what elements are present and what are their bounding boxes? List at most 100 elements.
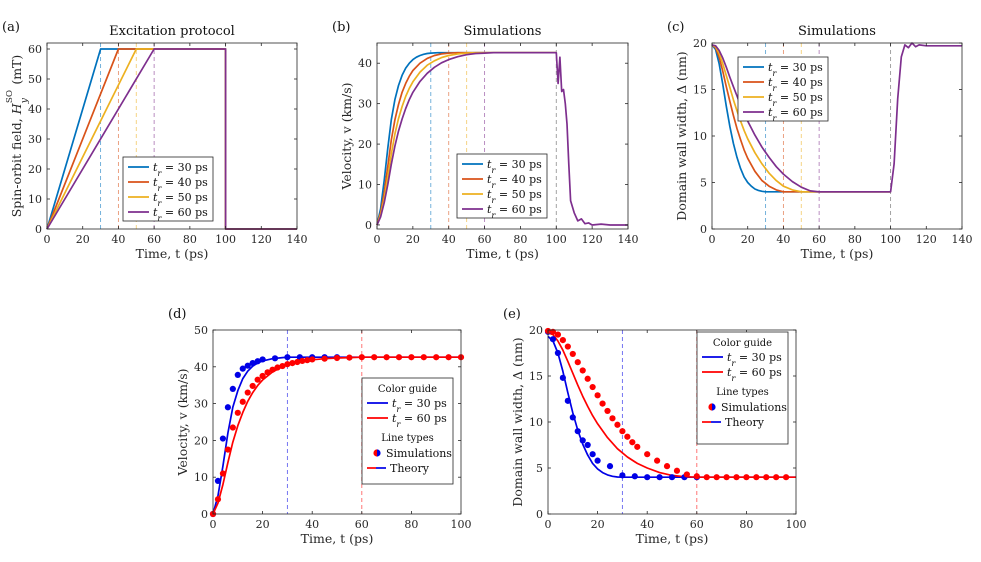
data-point [743, 474, 750, 481]
data-point [629, 439, 636, 446]
legend-entry: tr = 30 ps [768, 61, 823, 78]
y-tick-label: 10 [28, 193, 42, 206]
y-tick-label: 0 [536, 508, 543, 521]
data-point [234, 371, 241, 378]
x-tick-label: 20 [76, 233, 90, 246]
data-point [713, 474, 720, 481]
data-point [564, 343, 571, 350]
data-point [569, 350, 576, 358]
data-point [229, 385, 236, 392]
data-point [584, 375, 591, 382]
y-tick-label: 20 [28, 163, 42, 176]
data-point [445, 354, 452, 361]
x-tick-label: 80 [513, 233, 527, 246]
data-point [271, 355, 279, 362]
x-tick-label: 0 [210, 518, 217, 531]
panel-d: (d) 0 20 40 60 80 100 0 10 20 30 40 50 Time, t (ps) Ve… [168, 307, 472, 546]
x-tick-label: 120 [916, 233, 937, 246]
data-point [604, 407, 611, 415]
data-point [723, 474, 730, 481]
y-tick-label: 0 [700, 223, 707, 236]
data-point [599, 400, 606, 407]
legend-entry: tr = 60 ps [768, 106, 823, 123]
data-point [654, 457, 661, 464]
chart-title: Excitation protocol [109, 24, 235, 39]
data-point [254, 376, 261, 383]
x-tick-label: 0 [44, 233, 51, 246]
y-tick-label: 10 [194, 471, 208, 484]
y-tick-label: 20 [358, 138, 372, 151]
data-point [284, 354, 291, 361]
series-points-2 [544, 328, 700, 481]
series-points-3 [209, 354, 465, 518]
data-point [589, 451, 596, 458]
y-tick-label: 20 [194, 434, 208, 447]
data-point [579, 437, 586, 444]
data-point [733, 474, 740, 481]
legend-line-type: Theory [725, 416, 765, 429]
data-point [703, 474, 710, 481]
legend-entry: tr = 30 ps [727, 351, 782, 368]
data-point [239, 365, 246, 372]
x-axis-label: Time, t (ps) [466, 246, 539, 261]
y-tick-label: 0 [35, 223, 42, 236]
y-axis-label: Spin-orbit field, HySO (mT) [5, 55, 30, 218]
x-tick-label: 100 [880, 233, 901, 246]
data-point [249, 382, 256, 390]
panel-label: (a) [2, 20, 20, 35]
legend-entry: tr = 30 ps [487, 158, 542, 175]
data-point [554, 349, 562, 357]
x-tick-label: 40 [442, 233, 456, 246]
data-point [234, 409, 241, 416]
legend-line-types-title: Line types [716, 387, 769, 398]
y-tick-label: 40 [194, 361, 208, 374]
data-point [644, 474, 651, 481]
x-axis-label: Time, t (ps) [136, 246, 209, 261]
x-tick-label: 120 [251, 233, 272, 246]
data-point [559, 374, 566, 381]
data-point [569, 414, 576, 421]
data-point [249, 360, 256, 367]
data-point [259, 356, 266, 363]
chart-title: Simulations [464, 24, 542, 39]
panel-label: (c) [667, 20, 684, 35]
data-point [264, 369, 271, 376]
x-tick-label: 80 [739, 518, 753, 531]
data-point [395, 354, 403, 361]
panel-e: (e) 0 20 40 60 80 100 0 5 10 15 20 Time, t (ps) Domai… [503, 307, 807, 546]
data-point [594, 457, 601, 464]
x-tick-label: 0 [374, 233, 381, 246]
y-axis-label: Velocity, v (km/s) [175, 368, 190, 476]
x-tick-label: 40 [640, 518, 654, 531]
data-point [644, 451, 651, 458]
data-point [214, 496, 222, 503]
legend-marker-simulations [377, 449, 381, 457]
data-point [574, 359, 581, 366]
legend-box [696, 331, 789, 445]
legend-entry: tr = 40 ps [768, 76, 823, 93]
data-point [420, 354, 427, 361]
x-tick-label: 100 [546, 233, 567, 246]
x-tick-label: 20 [741, 233, 755, 246]
data-point [259, 372, 266, 380]
data-point [673, 467, 681, 474]
data-point [668, 474, 676, 481]
legend-entry: tr = 40 ps [153, 176, 208, 193]
x-tick-label: 100 [786, 518, 807, 531]
plot-frame [212, 329, 462, 515]
x-tick-label: 120 [582, 233, 603, 246]
data-point [224, 446, 231, 453]
data-point [371, 354, 378, 361]
series-line-3 [711, 42, 962, 193]
data-point [683, 471, 690, 478]
panel-b: (b) Simulations 0 20 40 60 80 100 120 140 0 10 20 30 4… [332, 20, 639, 261]
y-tick-label: 10 [693, 130, 707, 143]
chart-title: Simulations [798, 24, 876, 39]
data-point [383, 354, 390, 361]
x-tick-label: 140 [618, 233, 639, 246]
series-points-2 [209, 354, 341, 518]
